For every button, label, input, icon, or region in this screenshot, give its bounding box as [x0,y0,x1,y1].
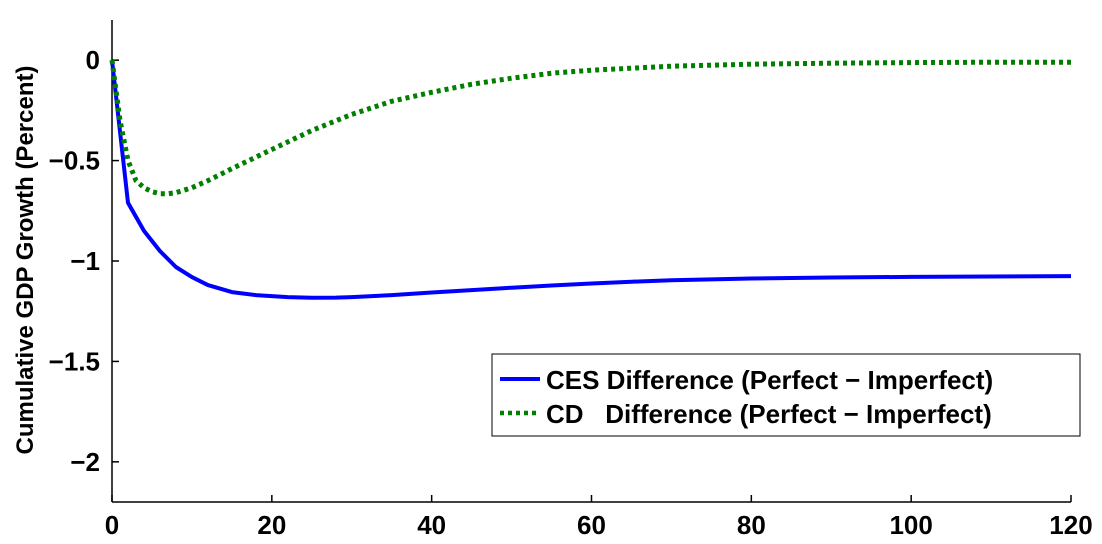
x-ticks: 0 20 40 60 80 100 120 [105,495,1093,540]
y-tick-label: 0 [86,45,100,75]
y-ticks: 0 −0.5 −1 −1.5 −2 [49,45,119,477]
legend-box [491,353,1081,437]
y-axis-title: Cumulative GDP Growth (Percent) [12,66,39,455]
y-tick-label: −2 [70,447,100,477]
x-tick-label: 100 [889,510,932,540]
legend-label-ces: CES Difference (Perfect − Imperfect) [546,365,993,395]
series-line-ces [110,59,1072,300]
y-tick-label: −1 [70,246,100,276]
x-tick-label: 0 [105,510,119,540]
series-layer [109,59,1072,300]
x-tick-label: 60 [577,510,606,540]
x-tick-label: 20 [257,510,286,540]
legend-label-cd: CD Difference (Perfect − Imperfect) [546,399,992,429]
series-line-cd [109,59,1071,197]
y-tick-label: −1.5 [49,346,100,376]
x-tick-label: 120 [1049,510,1092,540]
y-tick-label: −0.5 [49,146,100,176]
x-tick-label: 40 [417,510,446,540]
legend: CES Difference (Perfect − Imperfect) CD … [491,353,1081,437]
x-tick-label: 80 [737,510,766,540]
